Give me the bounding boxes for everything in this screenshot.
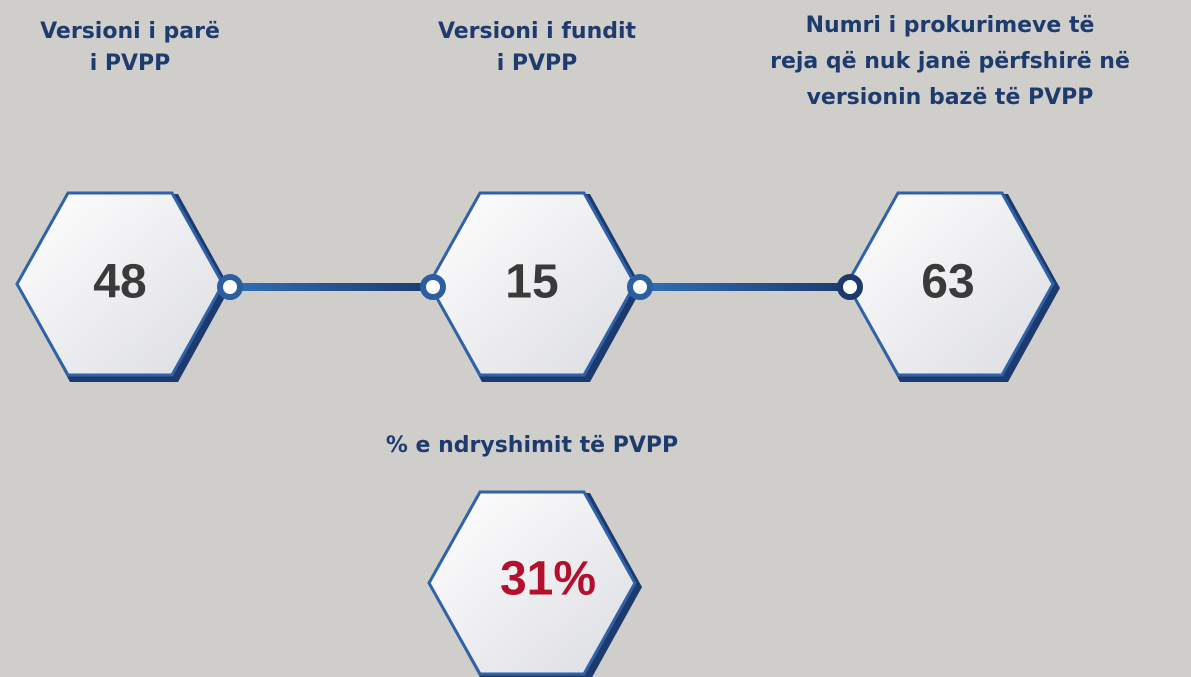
hexagon — [845, 191, 1055, 377]
label: reja që nuk janë përfshirë në — [770, 49, 1130, 74]
label: versionin bazë të PVPP — [807, 85, 1094, 110]
node — [217, 274, 243, 300]
hexagons — [15, 191, 1060, 677]
value: 48 — [93, 256, 146, 309]
node — [627, 274, 653, 300]
value: 31% — [500, 553, 596, 606]
node — [420, 274, 446, 300]
label: Versioni i fundit — [438, 19, 637, 44]
value: 63 — [921, 256, 974, 309]
connector — [640, 283, 850, 291]
label: % e ndryshimit të PVPP — [386, 433, 678, 458]
value: 15 — [505, 256, 558, 309]
label: i PVPP — [497, 51, 578, 76]
label: Numri i prokurimeve të — [806, 13, 1095, 38]
hexagon — [427, 490, 637, 676]
label: Versioni i parë — [40, 19, 220, 44]
node — [837, 274, 863, 300]
nodes — [217, 274, 863, 300]
connectors — [230, 283, 850, 291]
label: i PVPP — [90, 51, 171, 76]
connector — [230, 283, 433, 291]
